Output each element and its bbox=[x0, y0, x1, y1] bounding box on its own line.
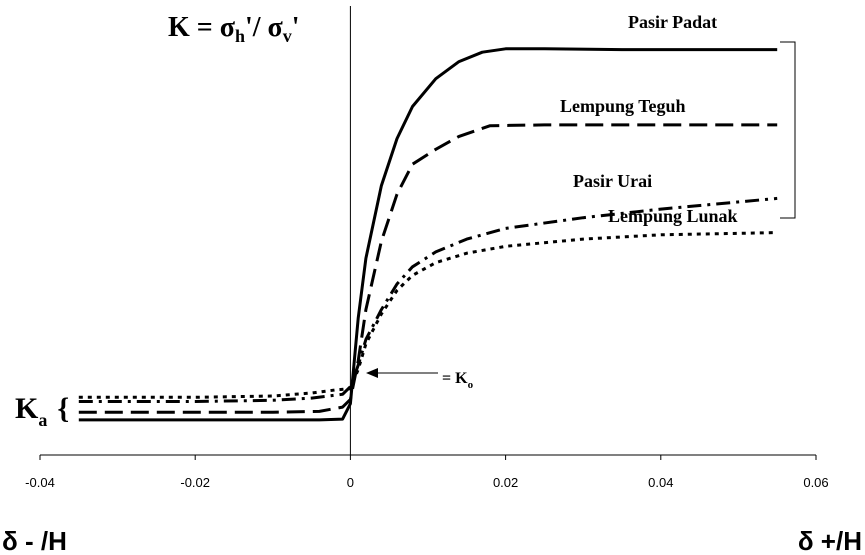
series-label-lempung-lunak: Lempung Lunak bbox=[608, 206, 738, 226]
x-tick-label: -0.04 bbox=[25, 475, 55, 490]
x-tick-label: 0.06 bbox=[803, 475, 828, 490]
series-labels-group: Pasir Padat Lempung Teguh Pasir Urai Lempun… bbox=[560, 12, 738, 226]
series-line-lempung-lunak bbox=[78, 231, 778, 399]
curves-group bbox=[78, 47, 778, 422]
series-line-pasir-padat bbox=[78, 47, 778, 422]
x-ticks-group: -0.04 -0.02 0 0.02 0.04 0.06 bbox=[25, 455, 829, 490]
series-line-pasir-urai bbox=[78, 196, 778, 403]
series-label-pasir-urai: Pasir Urai bbox=[573, 171, 652, 191]
ka-label: Ka{ bbox=[15, 392, 69, 430]
x-tick-label: 0 bbox=[347, 475, 354, 490]
y-axis-label: K = σh'/ σv' bbox=[168, 12, 300, 46]
series-line-lempung-teguh bbox=[78, 123, 778, 414]
series-label-pasir-padat: Pasir Padat bbox=[628, 12, 717, 32]
series-label-lempung-teguh: Lempung Teguh bbox=[560, 96, 686, 116]
x-axis-label-left: δ - /H bbox=[2, 526, 67, 555]
ko-arrow-head bbox=[366, 368, 378, 378]
ko-label: = Ko bbox=[442, 370, 474, 391]
x-tick-label: -0.02 bbox=[180, 475, 210, 490]
right-bracket bbox=[780, 41, 796, 219]
x-axis-label-right: δ +/H bbox=[798, 526, 862, 555]
x-tick-label: 0.04 bbox=[648, 475, 673, 490]
x-tick-label: 0.02 bbox=[493, 475, 518, 490]
